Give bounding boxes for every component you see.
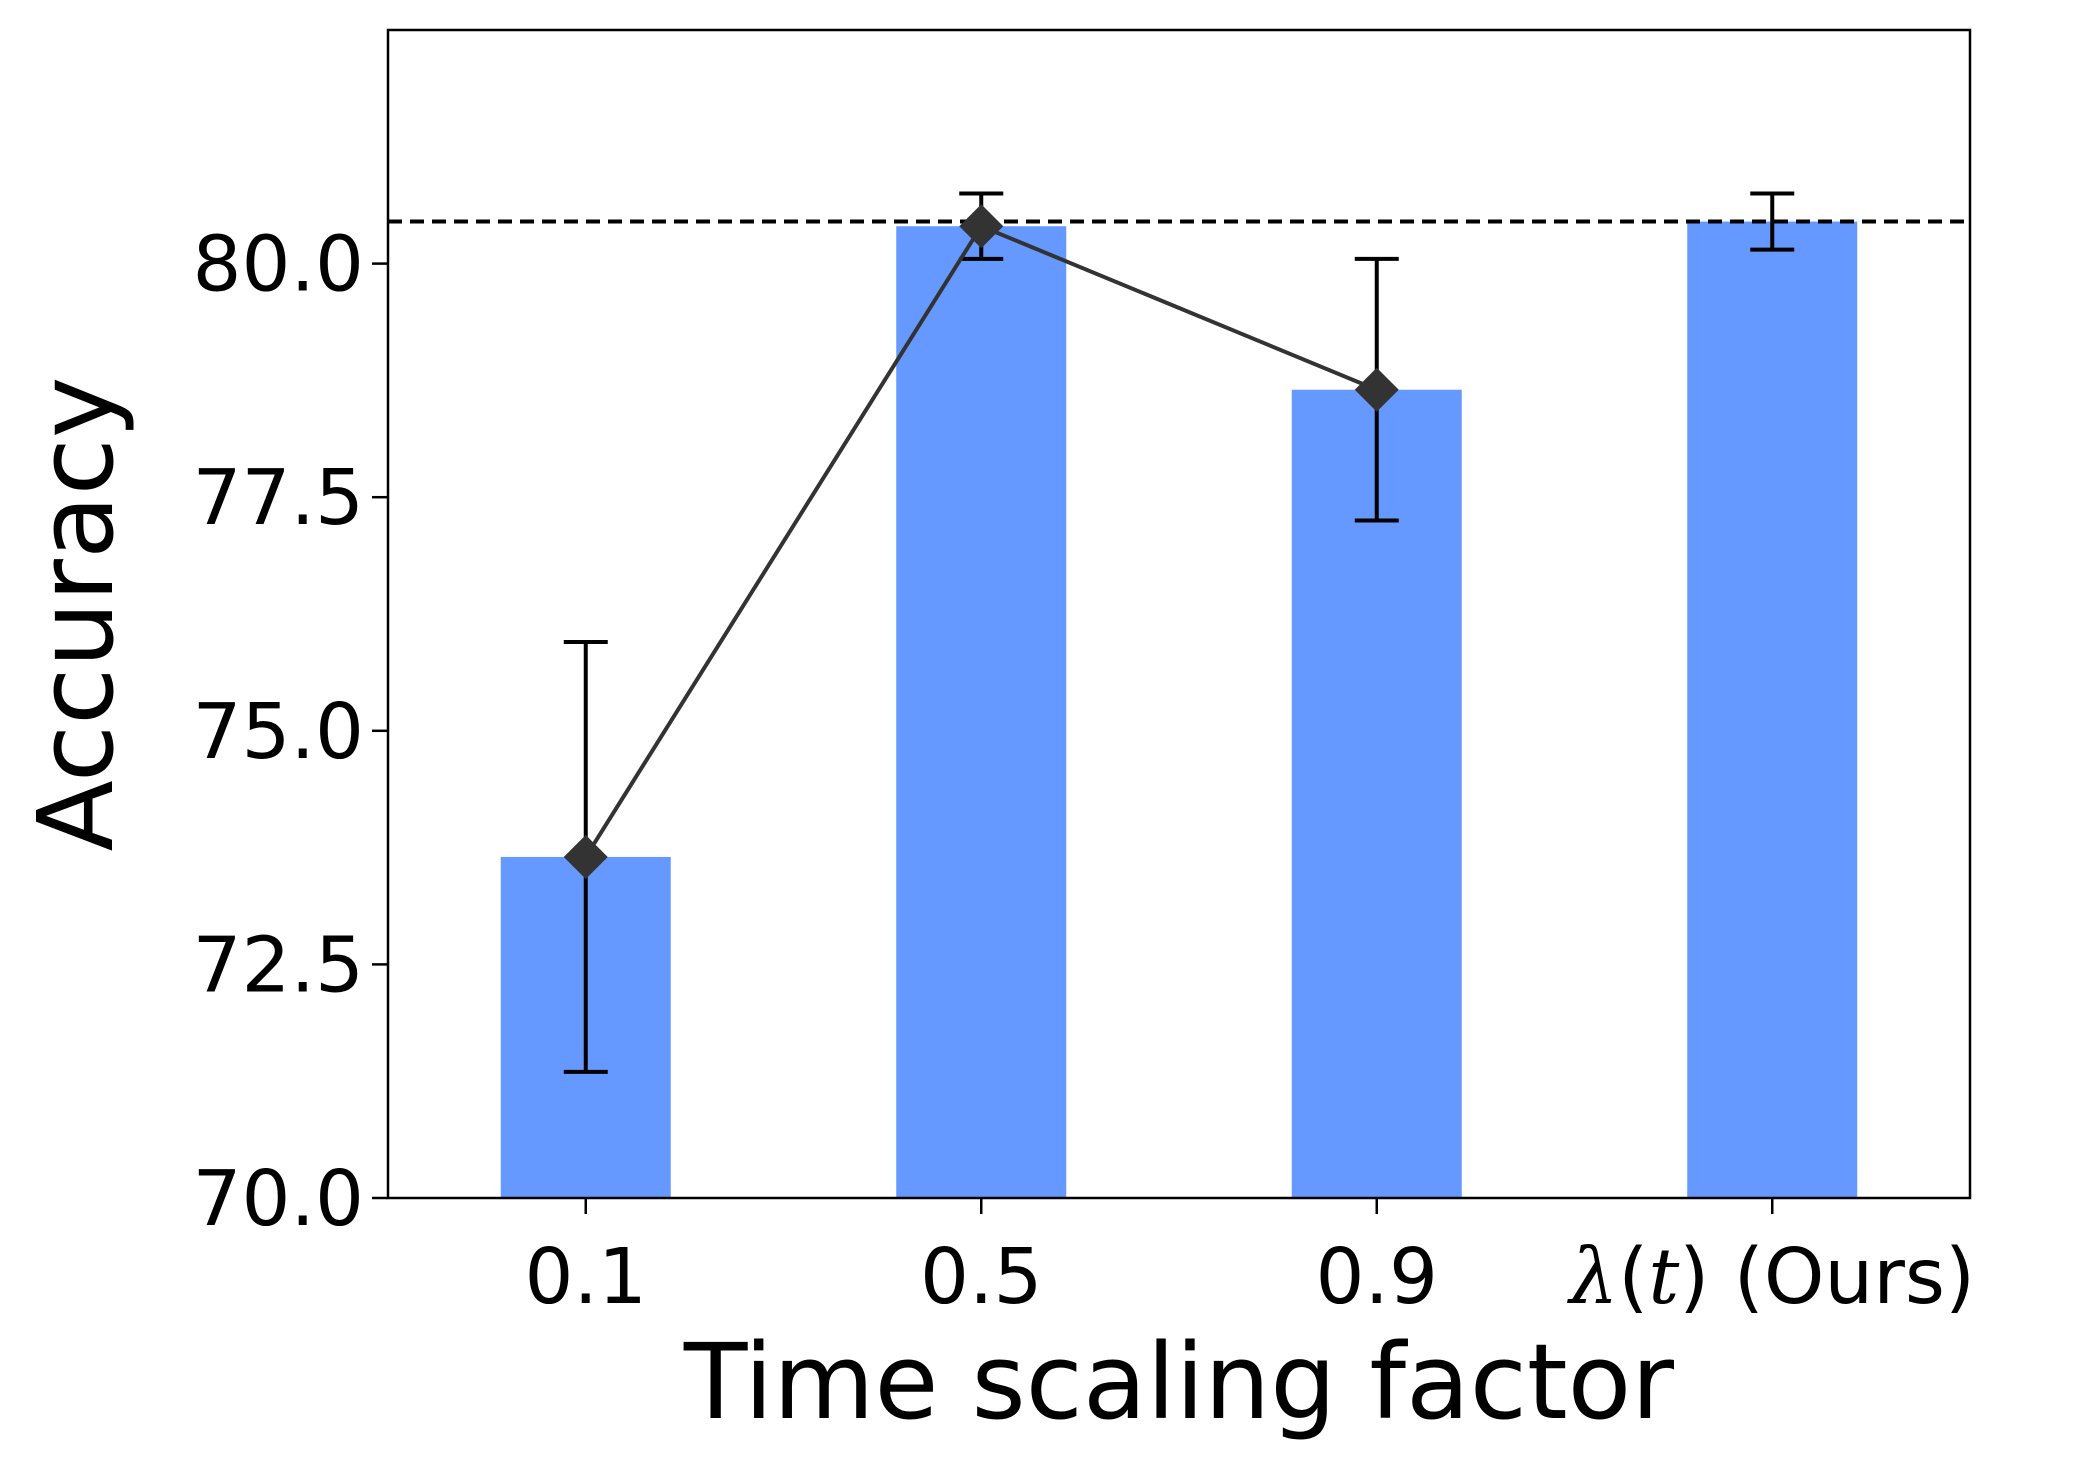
x-tick-label-3: 0.9 bbox=[1316, 1233, 1438, 1322]
axes-layer bbox=[386, 28, 1972, 1200]
y-tick-label-2: 72.5 bbox=[193, 921, 364, 1010]
error-bars-layer bbox=[563, 191, 1795, 1074]
x-tick-label-1: 0.1 bbox=[525, 1233, 647, 1322]
x-axis-title: Time scaling factor bbox=[683, 1321, 1674, 1443]
bar-2 bbox=[896, 226, 1067, 1198]
plot-frame bbox=[386, 28, 1972, 1200]
line-marker-1 bbox=[563, 834, 608, 879]
y-tick-label-1: 70.0 bbox=[193, 1155, 364, 1244]
line-series-layer bbox=[563, 204, 1399, 879]
line-marker-2 bbox=[959, 204, 1004, 249]
x-tick-label-2: 0.5 bbox=[920, 1233, 1042, 1322]
y-tick-label-5: 80.0 bbox=[193, 221, 364, 310]
y-tick-label-4: 77.5 bbox=[193, 454, 364, 543]
y-tick-label-3: 75.0 bbox=[193, 688, 364, 777]
y-axis-title: Accuracy bbox=[15, 377, 137, 852]
bars-layer bbox=[500, 221, 1858, 1198]
line-marker-3 bbox=[1354, 367, 1399, 412]
bar-3 bbox=[1291, 389, 1462, 1198]
bar-4 bbox=[1687, 221, 1858, 1198]
x-tick-label-4: λ(t) (Ours) bbox=[1566, 1233, 1975, 1322]
x-ticks-layer: 0.1 0.5 0.9 λ(t) (Ours) bbox=[525, 1198, 1975, 1322]
y-ticks-layer: 70.0 72.5 75.0 77.5 80.0 bbox=[193, 221, 388, 1244]
